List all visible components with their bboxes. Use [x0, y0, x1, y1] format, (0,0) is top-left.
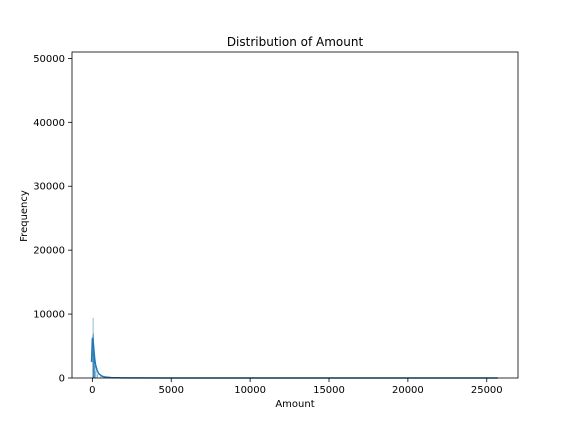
y-tick-label: 10000	[33, 310, 65, 321]
x-tick-label: 25000	[471, 385, 503, 396]
y-tick-label: 0	[59, 374, 65, 385]
y-tick-label: 30000	[33, 182, 65, 193]
x-tick-label: 10000	[234, 385, 266, 396]
y-axis-label: Frequency	[19, 190, 30, 242]
y-tick-label: 50000	[33, 54, 65, 65]
y-tick-label: 20000	[33, 246, 65, 257]
histogram-bar	[95, 366, 96, 378]
y-tick-label: 40000	[33, 118, 65, 129]
x-tick-label: 5000	[159, 385, 184, 396]
histogram-bar	[96, 371, 97, 378]
chart-title: Distribution of Amount	[227, 35, 364, 49]
x-axis-label: Amount	[275, 399, 314, 410]
histogram-bar	[97, 374, 98, 378]
x-tick-label: 20000	[392, 385, 424, 396]
x-tick-label: 0	[89, 385, 95, 396]
x-tick-label: 15000	[313, 385, 345, 396]
